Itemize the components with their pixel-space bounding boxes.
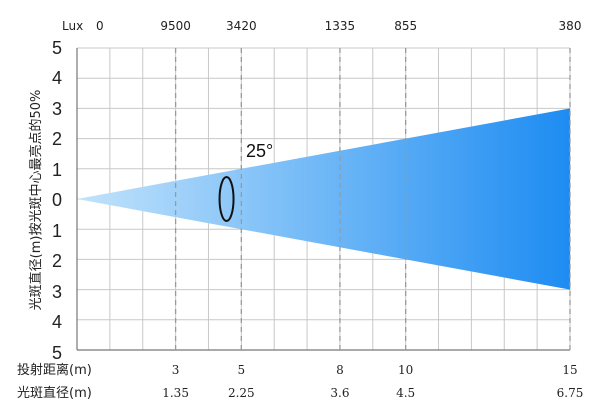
distance-label: 5 [238, 363, 246, 377]
beam-area [77, 108, 570, 290]
ytick-label: 5 [52, 38, 62, 58]
lux-header-label: Lux [62, 19, 83, 33]
ytick-label: 2 [52, 129, 62, 149]
lux-value: 0 [96, 19, 104, 33]
diameter-row-label: 光斑直径(m) [17, 386, 92, 401]
ytick-label: 0 [52, 190, 62, 210]
ytick-label: 4 [52, 68, 62, 88]
ytick-label: 4 [52, 312, 62, 332]
distance-label: 15 [562, 363, 577, 377]
ytick-label: 1 [52, 221, 62, 241]
diameter-label: 2.25 [228, 386, 255, 400]
ytick-label: 5 [52, 343, 62, 363]
distance-row-label: 投射距离(m) [17, 362, 92, 378]
beam-angle-marker [218, 176, 235, 222]
lux-value: 1335 [325, 19, 356, 33]
ytick-label: 2 [52, 251, 62, 271]
distance-label: 3 [172, 363, 180, 377]
diameter-label: 4.5 [396, 386, 415, 400]
lux-value: 3420 [226, 19, 257, 33]
lux-value: 380 [559, 19, 582, 33]
y-axis-label: 光斑直径(m)按光斑中心最亮点的50% [28, 90, 44, 311]
ytick-label: 3 [52, 282, 62, 302]
lux-value: 855 [394, 19, 417, 33]
ytick-label: 3 [52, 99, 62, 119]
chart-labels: 9500 3 1.35 3420 5 2.25 1335 8 3.6 855 10 4.5 380 15 6… [160, 19, 583, 400]
distance-label: 8 [336, 363, 344, 377]
lux-value: 9500 [160, 19, 191, 33]
beam-angle-label: 25° [246, 141, 273, 161]
diameter-label: 1.35 [162, 386, 189, 400]
diameter-label: 6.75 [557, 386, 584, 400]
diameter-label: 3.6 [330, 386, 349, 400]
distance-label: 10 [398, 363, 413, 377]
ytick-label: 1 [52, 160, 62, 180]
beam-cone [77, 108, 570, 290]
